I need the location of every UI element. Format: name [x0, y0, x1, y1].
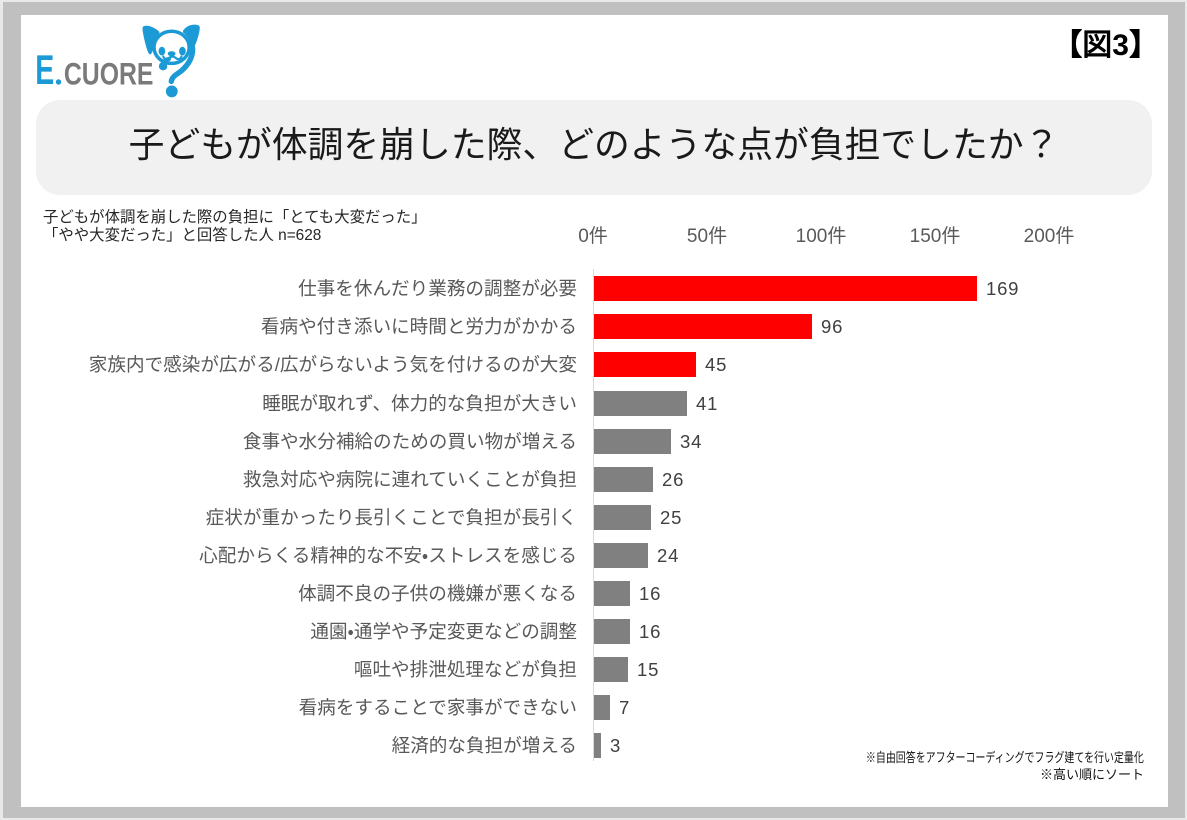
svg-text:CUORE: CUORE	[64, 56, 154, 92]
svg-text:E: E	[35, 46, 54, 93]
